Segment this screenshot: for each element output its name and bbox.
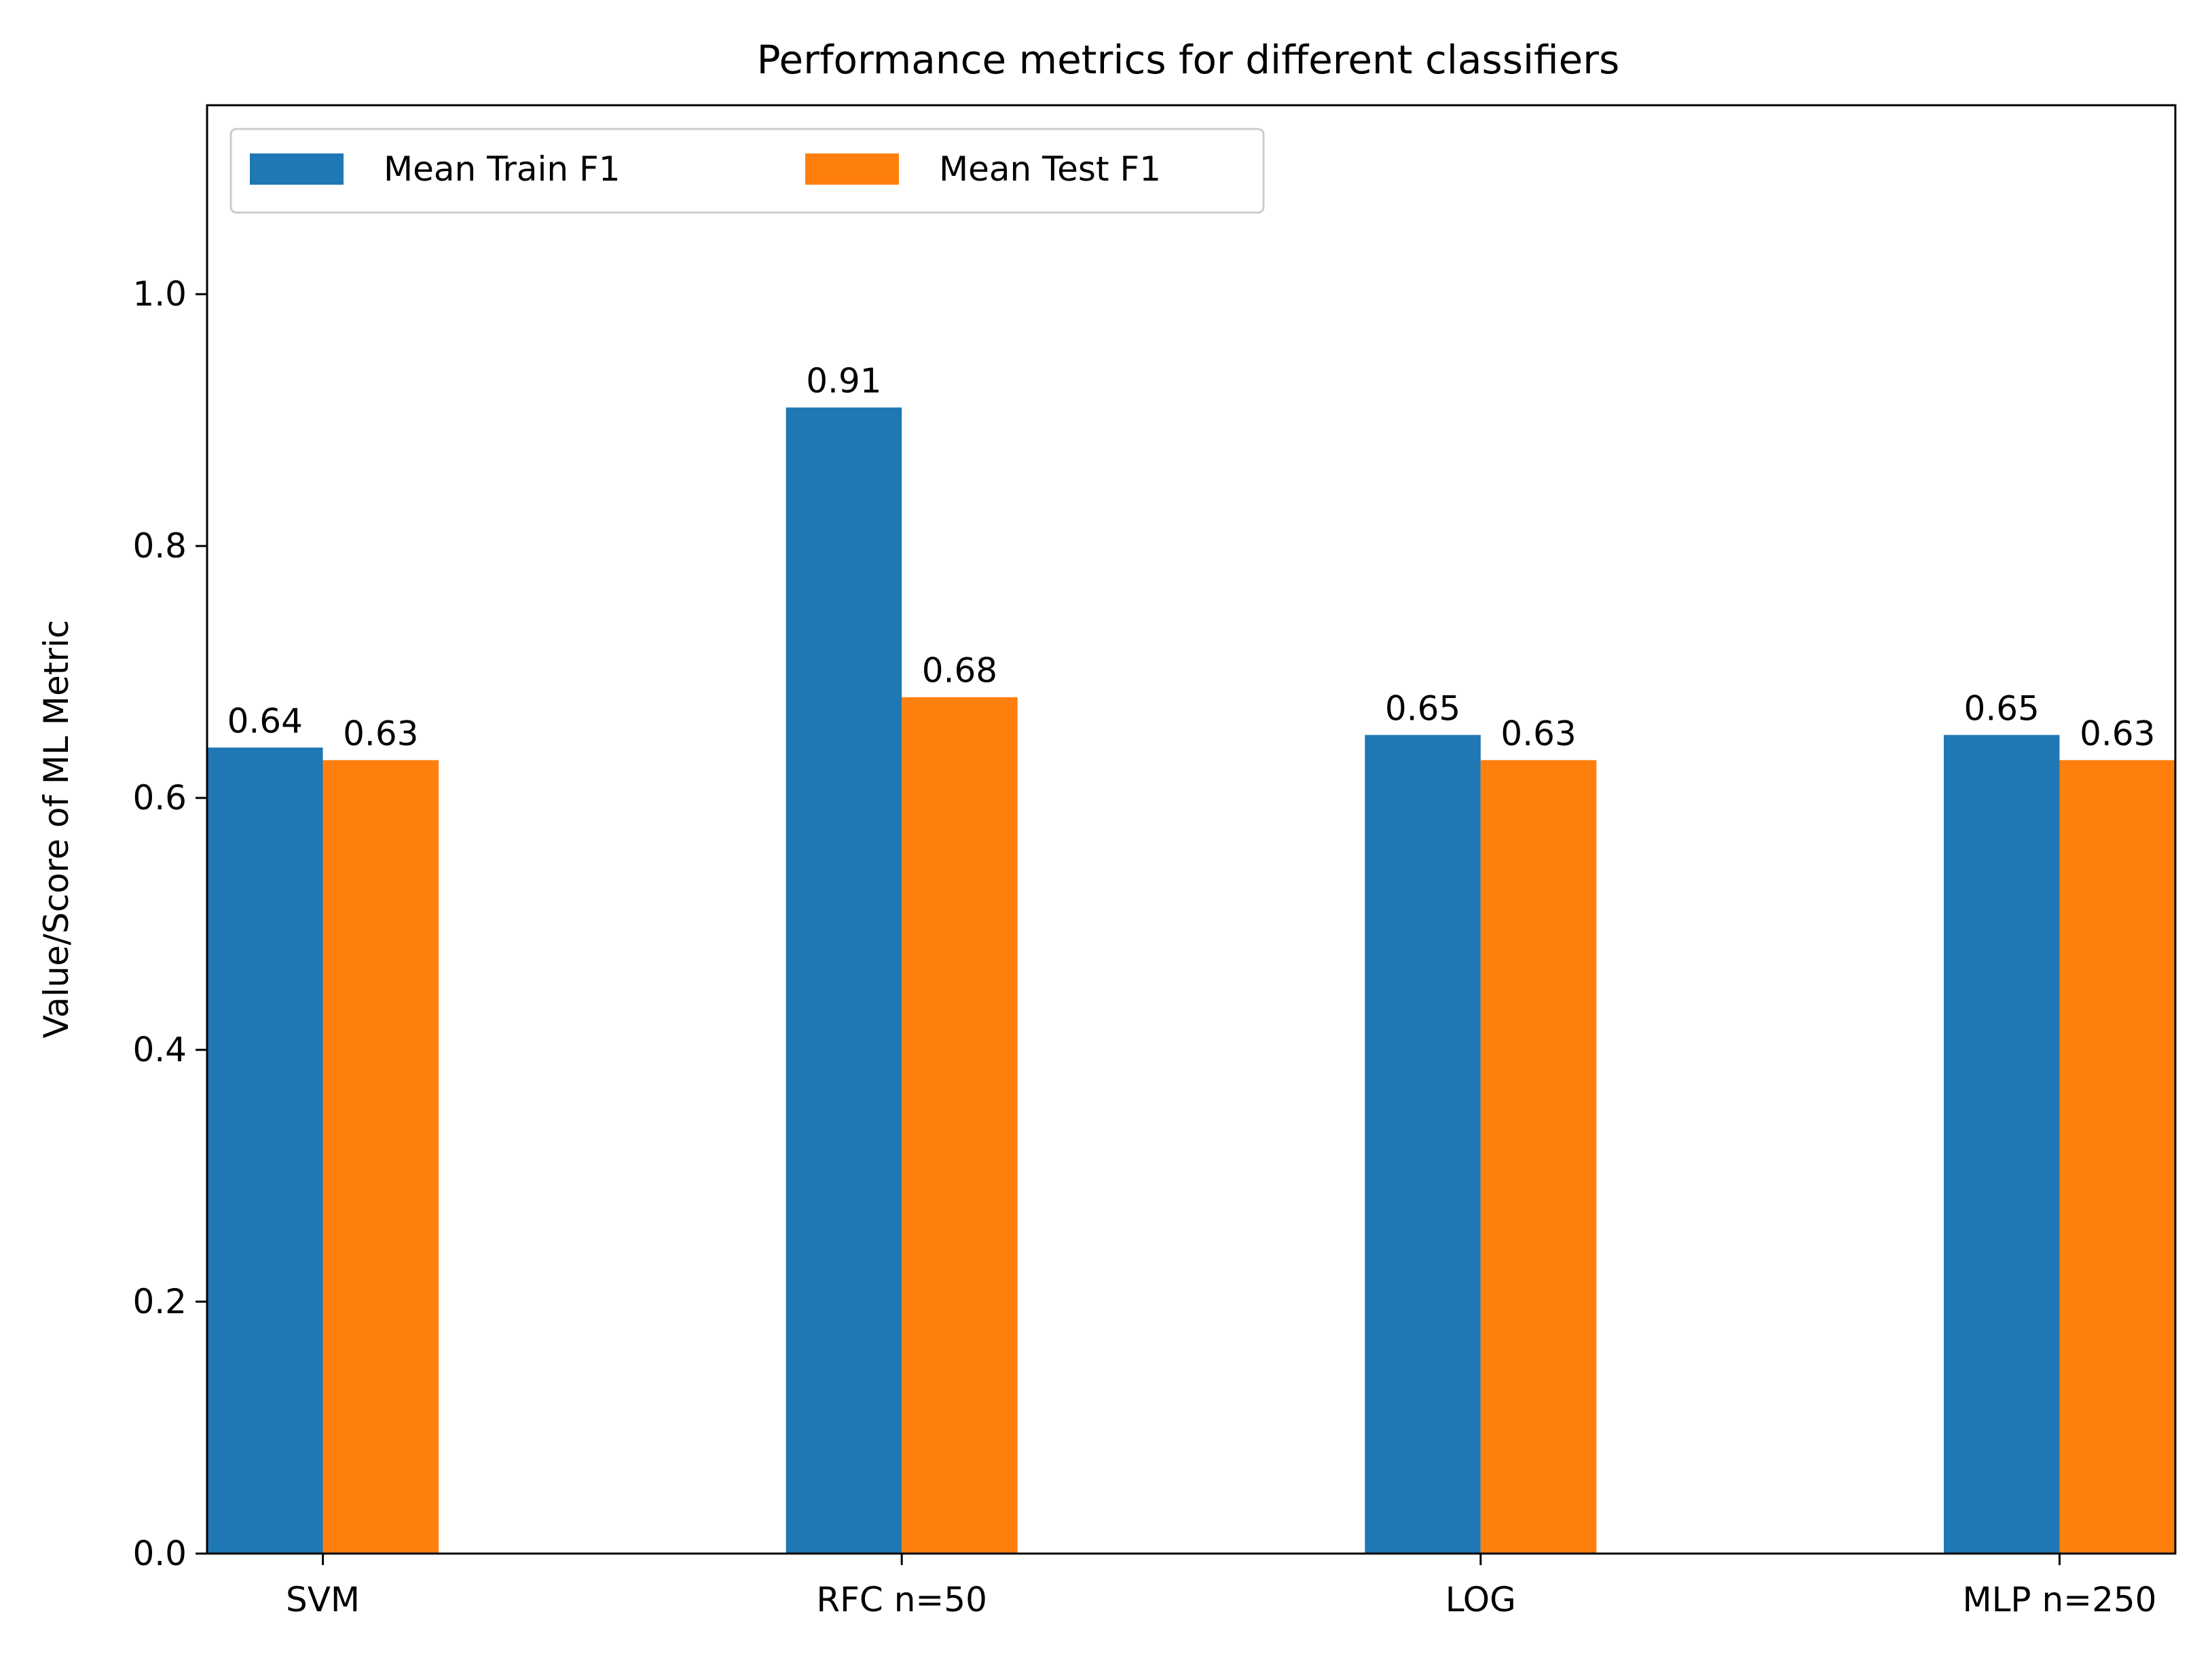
bars-layer xyxy=(207,407,2175,1554)
y-axis-label: Value/Score of ML Metric xyxy=(37,620,76,1039)
bar-mean-train-f1-mlp-n-250 xyxy=(1943,735,2060,1554)
data-label-mean-train-f1-log: 0.65 xyxy=(1385,689,1460,728)
legend-swatch-mean-test-f1 xyxy=(805,153,899,185)
bar-mean-train-f1-rfc-n-50 xyxy=(786,407,902,1554)
x-tick-label-mlp-n-250: MLP n=250 xyxy=(1962,1580,2156,1619)
legend-label-mean-train-f1: Mean Train F1 xyxy=(384,149,621,189)
bar-mean-test-f1-log xyxy=(1480,760,1597,1554)
x-axis: SVM RFC n=50 LOG MLP n=250 xyxy=(286,1554,2157,1619)
legend-frame xyxy=(229,128,1265,214)
y-tick-label: 0.0 xyxy=(132,1534,187,1573)
data-label-mean-train-f1-svm: 0.64 xyxy=(227,701,303,741)
legend-swatch-mean-train-f1 xyxy=(250,153,344,185)
x-tick-label-log: LOG xyxy=(1445,1580,1516,1619)
data-label-mean-test-f1-svm: 0.63 xyxy=(343,714,418,753)
legend: Mean Train F1 Mean Test F1 xyxy=(229,128,1265,214)
data-label-mean-train-f1-rfc-n-50: 0.91 xyxy=(806,361,881,401)
y-axis: 0.0 0.2 0.4 0.6 0.8 1.0 xyxy=(132,274,207,1573)
data-labels-layer: 0.64 0.63 0.91 0.68 0.65 0.63 0.65 0.63 xyxy=(227,361,2156,753)
data-label-mean-test-f1-mlp-n-250: 0.63 xyxy=(2080,714,2155,753)
x-tick-label-rfc-n-50: RFC n=50 xyxy=(816,1580,987,1619)
bar-mean-train-f1-log xyxy=(1365,735,1481,1554)
legend-label-mean-test-f1: Mean Test F1 xyxy=(939,149,1161,189)
bar-mean-train-f1-svm xyxy=(207,747,323,1554)
data-label-mean-train-f1-mlp-n-250: 0.65 xyxy=(1964,689,2040,728)
y-tick-label: 0.4 xyxy=(132,1030,187,1069)
y-tick-label: 1.0 xyxy=(132,274,187,314)
bar-mean-test-f1-mlp-n-250 xyxy=(2059,760,2175,1554)
y-tick-label: 0.6 xyxy=(132,778,187,818)
bar-mean-test-f1-rfc-n-50 xyxy=(902,697,1018,1554)
data-label-mean-test-f1-rfc-n-50: 0.68 xyxy=(922,651,997,691)
y-tick-label: 0.8 xyxy=(132,526,187,566)
y-tick-label: 0.2 xyxy=(132,1282,187,1321)
plot-area-frame xyxy=(206,104,2177,1555)
bar-mean-test-f1-svm xyxy=(322,760,439,1554)
x-tick-label-svm: SVM xyxy=(286,1580,360,1619)
data-label-mean-test-f1-log: 0.63 xyxy=(1500,714,1576,753)
chart-title: Performance metrics for different classi… xyxy=(757,37,1620,83)
